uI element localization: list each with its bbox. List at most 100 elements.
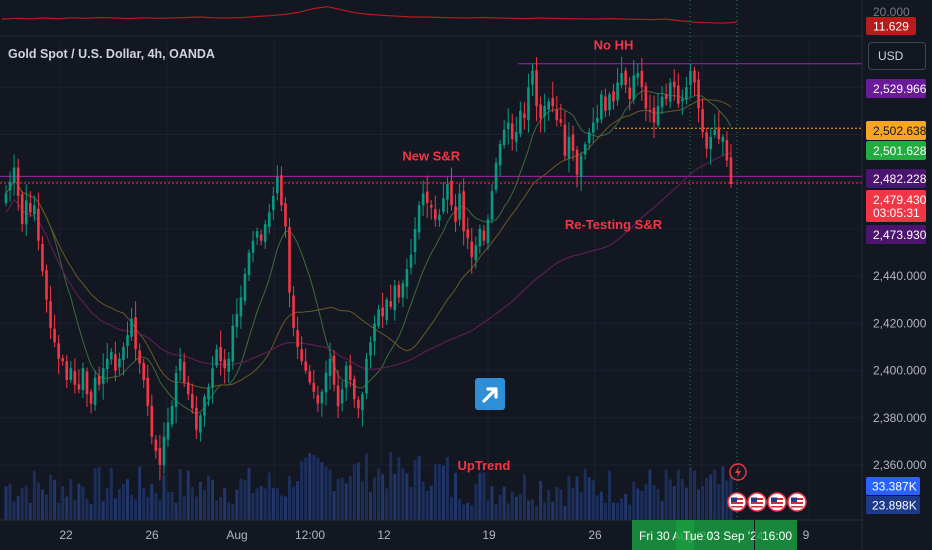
candle-body	[624, 70, 627, 85]
volume-bar	[166, 491, 170, 520]
price-badge-label: 2,529.966	[873, 82, 927, 96]
candle-body	[81, 368, 85, 391]
candle-body	[632, 75, 636, 100]
volume-badge	[866, 496, 920, 514]
volume-bar	[397, 457, 401, 520]
volume-bar	[138, 466, 142, 520]
volume-bar	[73, 499, 77, 520]
volume-bar	[445, 457, 449, 520]
volume-bar	[130, 494, 134, 520]
candle-body	[385, 299, 388, 320]
volume-bar	[389, 452, 393, 520]
candle-body	[308, 371, 312, 383]
us-flag-icon[interactable]	[787, 492, 807, 512]
candle-body	[138, 350, 141, 364]
volume-bar	[632, 481, 636, 520]
price-badge-label: 2,479.430	[873, 193, 927, 207]
volume-bar	[61, 486, 65, 520]
candle-body	[41, 244, 44, 272]
x-tick-label: 19	[482, 528, 496, 542]
volume-bar	[697, 489, 701, 520]
candle-body	[97, 376, 101, 385]
currency-button[interactable]: USD	[868, 42, 926, 70]
volume-bar	[267, 472, 271, 520]
volume-bar	[510, 491, 514, 520]
y-tick-label: 2,440.000	[873, 269, 927, 283]
volume-bar	[640, 490, 644, 520]
volume-bar	[599, 491, 603, 520]
volume-bar	[676, 469, 680, 520]
volume-bar	[502, 486, 506, 520]
lightning-icon[interactable]	[729, 463, 747, 481]
volume-bar	[207, 475, 210, 520]
volume-bar	[320, 462, 324, 520]
candle-body	[227, 358, 231, 372]
price-badge-label: 2,482.228	[873, 172, 927, 186]
volume-badge-label: 23.898K	[872, 499, 917, 513]
moving-average-layer	[5, 89, 732, 415]
volume-bar	[251, 493, 255, 520]
price-badge-label: 2,473.930	[873, 228, 927, 242]
volume-bar	[668, 479, 672, 520]
volume-bar	[271, 487, 275, 520]
candle-body	[571, 134, 575, 151]
candle-body	[466, 229, 469, 239]
volume-bar	[441, 465, 445, 520]
candle-body	[664, 94, 668, 100]
volume-bar	[721, 466, 725, 520]
volume-bar	[490, 486, 494, 520]
volume-bar	[215, 500, 219, 520]
candle-body	[425, 191, 429, 203]
trend-arrow-icon[interactable]	[475, 378, 505, 410]
candle-body	[4, 193, 8, 203]
candle-body	[502, 129, 506, 146]
volume-bar	[20, 488, 24, 520]
volume-bar	[65, 496, 69, 520]
candle-body	[660, 96, 664, 108]
candle-body	[195, 407, 198, 430]
candle-body	[280, 175, 283, 206]
volume-bar	[275, 488, 279, 520]
candle-body	[591, 122, 595, 133]
candle-body	[470, 241, 474, 258]
us-flag-icon[interactable]	[727, 492, 747, 512]
volume-bar	[535, 505, 539, 520]
volume-bar	[32, 470, 36, 520]
volume-bar	[705, 477, 709, 520]
candle-body	[531, 70, 534, 85]
volume-bar	[531, 499, 534, 520]
candle-body	[69, 368, 73, 380]
volume-bar	[478, 472, 482, 520]
candle-body	[8, 181, 12, 191]
candle-body	[685, 87, 688, 100]
us-flag-icon[interactable]	[747, 492, 767, 512]
volume-bar	[296, 481, 300, 520]
volume-bar	[612, 502, 615, 520]
volume-bar	[57, 502, 61, 520]
candle-body	[178, 358, 182, 371]
x-tick-highlight-label: 16:00	[762, 529, 792, 543]
volume-bar	[624, 493, 628, 520]
chart-title: Gold Spot / U.S. Dollar, 4h, OANDA	[8, 47, 215, 61]
x-tick-highlight	[755, 520, 797, 550]
volume-bar	[235, 489, 239, 520]
candle-body	[729, 157, 733, 185]
candle-body	[53, 328, 56, 343]
candle-body	[689, 70, 692, 85]
price-badge	[866, 141, 926, 160]
us-flag-icon[interactable]	[767, 492, 787, 512]
candle-body	[405, 269, 409, 287]
volume-bar	[40, 489, 44, 520]
chart-annotation: UpTrend	[458, 458, 511, 473]
volume-bar	[263, 488, 267, 520]
candle-body	[142, 363, 145, 381]
volume-bar	[450, 496, 453, 520]
indicator-scale-label: 20.000	[873, 5, 910, 19]
candle-body	[515, 132, 518, 142]
volume-bar	[559, 489, 563, 520]
volume-bar	[247, 467, 251, 520]
volume-bar	[437, 464, 441, 520]
price-badge	[866, 190, 926, 209]
volume-bar	[644, 484, 648, 520]
